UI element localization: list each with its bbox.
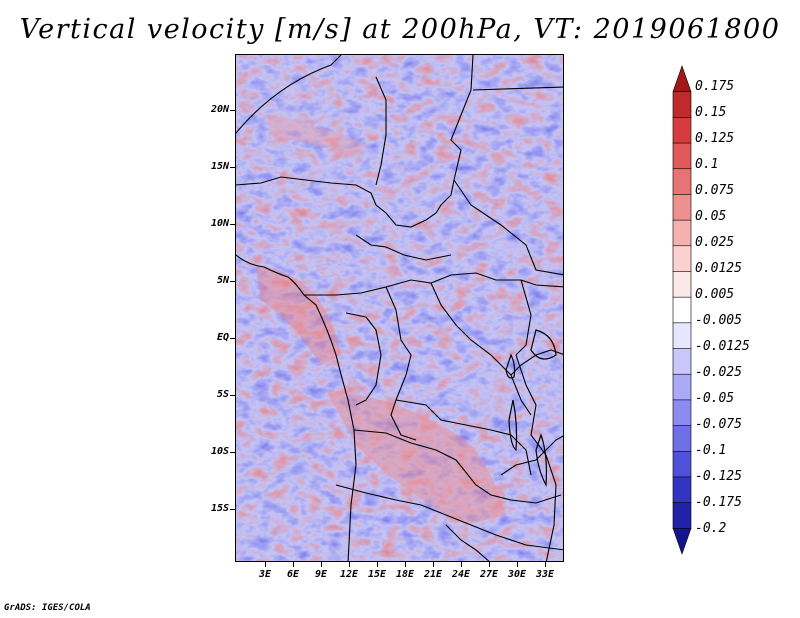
country-borders (236, 55, 563, 561)
colorbar-label: -0.0125 (695, 339, 750, 354)
colorbar-label: -0.005 (695, 313, 742, 328)
lon-label-30E: 30E (507, 569, 527, 580)
positive-velocity-band-south (326, 390, 506, 525)
colorbar-label: -0.1 (695, 443, 727, 458)
map-panel (235, 54, 564, 562)
lon-tick (377, 562, 378, 567)
colorbar-segment (672, 117, 692, 144)
lon-tick (489, 562, 490, 567)
colorbar-segment (672, 65, 692, 92)
colorbar-label: 0.005 (695, 287, 735, 302)
lakes (505, 329, 557, 488)
colorbar-label: 0.1 (695, 157, 719, 172)
colorbar (672, 65, 692, 555)
colorbar-label: -0.05 (695, 391, 735, 406)
lon-label-18E: 18E (395, 569, 415, 580)
lon-label-9E: 9E (314, 569, 328, 580)
lon-label-21E: 21E (423, 569, 443, 580)
colorbar-segment (672, 296, 692, 324)
lat-label-EQ: EQ (216, 332, 229, 343)
lon-label-27E: 27E (479, 569, 499, 580)
colorbar-label: -0.125 (695, 469, 742, 484)
colorbar-segment (672, 168, 692, 196)
colorbar-label: 0.0125 (695, 261, 742, 276)
colorbar-segment (672, 502, 692, 529)
lat-label-20N: 20N (210, 104, 229, 115)
colorbar-segment (672, 142, 692, 170)
colorbar-segment (672, 219, 692, 247)
lat-tick (230, 338, 235, 339)
lon-label-6E: 6E (286, 569, 300, 580)
colorbar-label: 0.15 (695, 105, 727, 120)
colorbar-label: 0.025 (695, 235, 735, 250)
lon-label-33E: 33E (535, 569, 555, 580)
lat-tick (230, 509, 235, 510)
colorbar-label: -0.075 (695, 417, 742, 432)
lon-tick (405, 562, 406, 567)
lat-label-15S: 15S (210, 503, 229, 514)
colorbar-segment (672, 450, 692, 478)
lon-tick (517, 562, 518, 567)
lon-tick (461, 562, 462, 567)
colorbar-segment (672, 528, 692, 555)
lat-tick (230, 110, 235, 111)
lat-tick (230, 167, 235, 168)
lon-tick (293, 562, 294, 567)
colorbar-segment (672, 476, 692, 504)
colorbar-label: 0.175 (695, 79, 735, 94)
grads-credit: GrADS: IGES/COLA (4, 603, 91, 613)
lat-tick (230, 281, 235, 282)
colorbar-label: -0.025 (695, 365, 742, 380)
colorbar-segment (672, 373, 692, 401)
lat-tick (230, 395, 235, 396)
positive-velocity-band-north (266, 115, 366, 155)
lon-label-3E: 3E (258, 569, 272, 580)
colorbar-segment (672, 91, 692, 118)
lon-tick (265, 562, 266, 567)
velocity-field-map (236, 55, 563, 561)
lon-label-15E: 15E (367, 569, 387, 580)
lat-tick (230, 224, 235, 225)
lat-label-5N: 5N (216, 275, 229, 286)
colorbar-label: -0.175 (695, 495, 742, 510)
velocity-fine-shading (236, 55, 563, 561)
colorbar-label: 0.075 (695, 183, 735, 198)
positive-velocity-band-coast (256, 265, 341, 365)
colorbar-label: 0.05 (695, 209, 727, 224)
colorbar-segment (672, 245, 692, 273)
lon-tick (321, 562, 322, 567)
lat-label-10N: 10N (210, 218, 229, 229)
colorbar-segment (672, 348, 692, 375)
chart-title: Vertical velocity [m/s] at 200hPa, VT: 2… (19, 14, 781, 45)
lon-tick (433, 562, 434, 567)
lat-label-5S: 5S (216, 389, 229, 400)
colorbar-label: -0.2 (695, 521, 727, 536)
lon-label-24E: 24E (451, 569, 471, 580)
lon-tick (349, 562, 350, 567)
colorbar-segment (672, 271, 692, 298)
lat-label-15N: 15N (210, 161, 229, 172)
colorbar-segment (672, 194, 692, 221)
lat-tick (230, 452, 235, 453)
lon-label-12E: 12E (339, 569, 359, 580)
colorbar-segment (672, 322, 692, 350)
colorbar-segment (672, 399, 692, 427)
colorbar-label: 0.125 (695, 131, 735, 146)
colorbar-segment (672, 425, 692, 452)
lon-tick (545, 562, 546, 567)
lat-label-10S: 10S (210, 446, 229, 457)
